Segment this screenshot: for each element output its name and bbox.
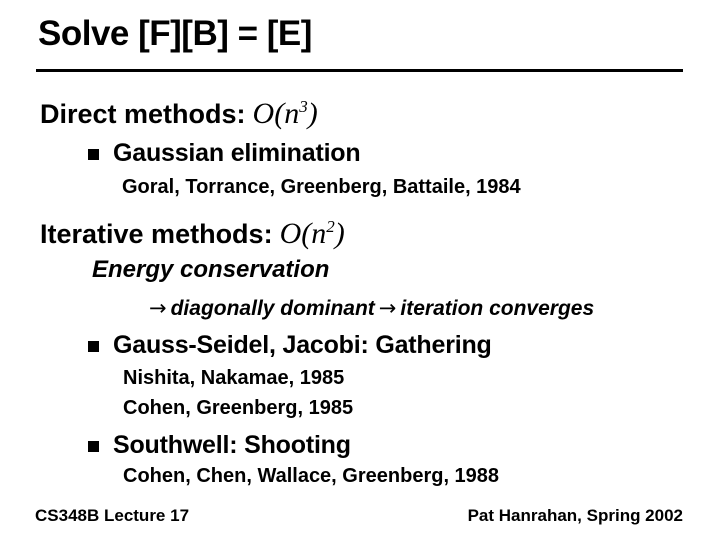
complexity-iterative-close: ) [334, 217, 345, 250]
page-title: Solve [F][B] = [E] [38, 14, 312, 53]
bullet-item-southwell-shooting: Southwell: Shooting [113, 431, 351, 459]
heading-direct-methods: Direct methods: O(n3) [40, 96, 318, 132]
title-underline [36, 69, 683, 72]
arrow-right-icon: → [149, 296, 167, 320]
bullet-square-icon [88, 149, 99, 160]
complexity-iterative-base: O(n [279, 217, 327, 250]
complexity-direct-exponent: 3 [299, 97, 308, 116]
bullet-item-gaussian-elimination: Gaussian elimination [113, 139, 361, 167]
footer-author-label: Pat Hanrahan, Spring 2002 [467, 506, 683, 525]
implication-clause-iteration-converges: iteration converges [400, 297, 595, 320]
bullet-item-gauss-seidel-jacobi: Gauss-Seidel, Jacobi: Gathering [113, 331, 492, 359]
implication-line: → diagonally dominant → iteration converges [145, 296, 594, 321]
bullet-square-icon [88, 341, 99, 352]
heading-iterative-methods-label: Iterative methods: [40, 219, 273, 249]
reference-cohen-1985: Cohen, Greenberg, 1985 [123, 397, 354, 419]
complexity-direct: O(n3) [253, 97, 318, 130]
reference-cohen-1988: Cohen, Chen, Wallace, Greenberg, 1988 [123, 465, 500, 487]
bullet-square-icon [88, 441, 99, 452]
complexity-iterative-exponent: 2 [326, 217, 335, 236]
complexity-iterative: O(n2) [280, 217, 345, 250]
implication-clause-diagonally-dominant: diagonally dominant [170, 297, 375, 320]
arrow-right-icon: → [378, 296, 397, 320]
reference-nishita-1985: Nishita, Nakamae, 1985 [123, 367, 345, 389]
reference-goral-1984: Goral, Torrance, Greenberg, Battaile, 19… [122, 176, 521, 198]
heading-iterative-methods: Iterative methods: O(n2) [40, 216, 345, 252]
complexity-direct-close: ) [307, 97, 318, 130]
footer-lecture-label: CS348B Lecture 17 [35, 506, 190, 525]
complexity-direct-base: O(n [252, 97, 300, 130]
note-energy-conservation: Energy conservation [92, 256, 330, 283]
heading-direct-methods-label: Direct methods: [40, 99, 246, 129]
